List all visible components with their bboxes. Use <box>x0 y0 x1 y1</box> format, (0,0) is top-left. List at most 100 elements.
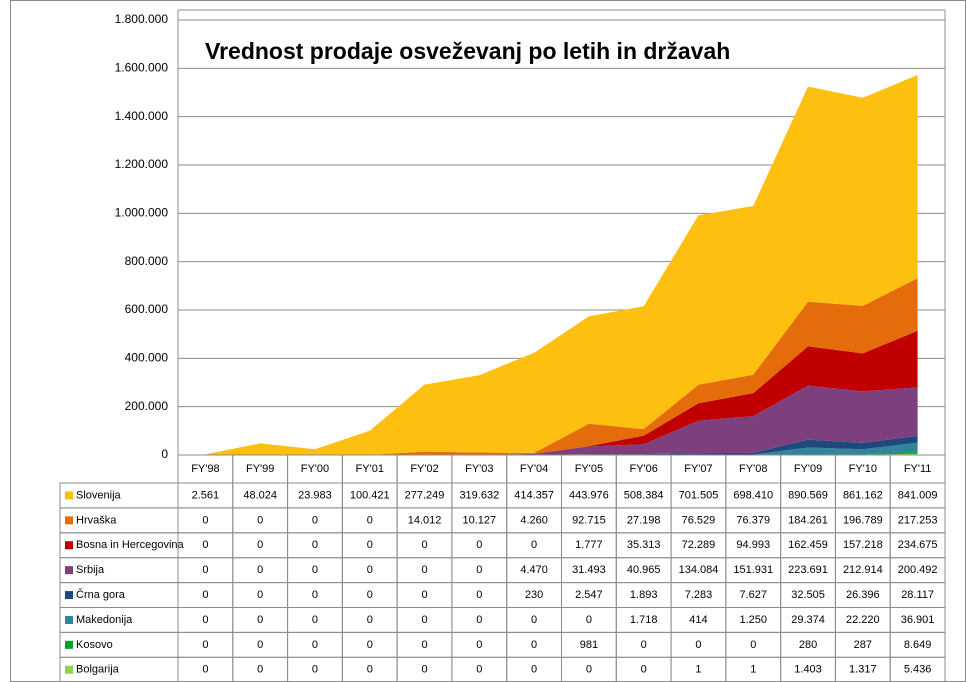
table-value: 0 <box>202 614 208 626</box>
legend-swatch <box>65 566 73 575</box>
chart-title: Vrednost prodaje osveževanj po letih in … <box>205 38 730 64</box>
table-value: 92.715 <box>572 514 606 526</box>
table-value: 0 <box>367 539 373 551</box>
table-value: 0 <box>421 664 427 676</box>
table-value: 76.379 <box>736 514 770 526</box>
table-value: 0 <box>367 614 373 626</box>
table-value: 0 <box>476 589 482 601</box>
table-value: 0 <box>476 664 482 676</box>
area <box>205 385 918 455</box>
table-value: 0 <box>476 614 482 626</box>
table-value: 0 <box>312 514 318 526</box>
table-value: 508.384 <box>624 489 664 501</box>
x-tick-label: FY'00 <box>301 463 329 475</box>
table-value: 36.901 <box>901 614 935 626</box>
table-value: 0 <box>421 639 427 651</box>
table-value: 0 <box>202 539 208 551</box>
y-tick-label: 1.000.000 <box>115 206 169 220</box>
table-value: 7.627 <box>739 589 767 601</box>
table-value: 94.993 <box>736 539 770 551</box>
table-value: 151.931 <box>733 564 773 576</box>
table-value: 1.777 <box>575 539 603 551</box>
table-value: 7.283 <box>685 589 713 601</box>
table-value: 0 <box>202 589 208 601</box>
table-value: 22.220 <box>846 614 880 626</box>
table-value: 0 <box>750 639 756 651</box>
table-value: 1 <box>750 664 756 676</box>
table-value: 0 <box>476 539 482 551</box>
x-tick-label: FY'03 <box>465 463 493 475</box>
table-value: 443.976 <box>569 489 609 501</box>
legend-swatch <box>65 491 73 500</box>
legend-swatch <box>65 591 73 600</box>
x-tick-label: FY'07 <box>684 463 712 475</box>
area <box>205 278 918 455</box>
table-value: 1.317 <box>849 664 877 676</box>
table-value: 0 <box>476 564 482 576</box>
x-tick-label: FY'11 <box>904 463 932 475</box>
legend-label: Bolgarija <box>76 664 120 676</box>
table-value: 40.965 <box>627 564 661 576</box>
table-value: 0 <box>367 589 373 601</box>
table-value: 0 <box>421 589 427 601</box>
table-value: 200.492 <box>898 564 938 576</box>
x-tick-label: FY'10 <box>849 463 877 475</box>
table-value: 230 <box>525 589 543 601</box>
x-tick-label: FY'08 <box>739 463 767 475</box>
table-value: 0 <box>257 639 263 651</box>
table-value: 1.893 <box>630 589 658 601</box>
legend-swatch <box>65 615 73 624</box>
table-value: 981 <box>580 639 598 651</box>
table-value: 698.410 <box>733 489 773 501</box>
table-value: 0 <box>641 639 647 651</box>
table-value: 10.127 <box>462 514 496 526</box>
table-value: 0 <box>257 564 263 576</box>
legend-label: Makedonija <box>76 614 133 626</box>
x-tick-label: FY'06 <box>629 463 657 475</box>
table-value: 134.084 <box>679 564 719 576</box>
y-tick-label: 1.200.000 <box>115 157 169 171</box>
table-value: 0 <box>257 514 263 526</box>
table-value: 0 <box>421 614 427 626</box>
x-tick-label: FY'01 <box>356 463 384 475</box>
x-tick-label: FY'04 <box>520 463 548 475</box>
legend-label: Kosovo <box>76 639 113 651</box>
table-value: 0 <box>531 539 537 551</box>
table-value: 319.632 <box>459 489 499 501</box>
table-value: 2.561 <box>192 489 220 501</box>
table-value: 414.357 <box>514 489 554 501</box>
legend-label: Črna gora <box>76 588 126 601</box>
table-value: 0 <box>367 564 373 576</box>
legend-swatch <box>65 541 73 550</box>
table-value: 0 <box>367 664 373 676</box>
table-value: 4.470 <box>520 564 548 576</box>
table-value: 0 <box>257 589 263 601</box>
table-value: 0 <box>367 514 373 526</box>
table-value: 0 <box>586 664 592 676</box>
table-value: 0 <box>421 539 427 551</box>
x-tick-label: FY'02 <box>410 463 438 475</box>
x-tick-label: FY'05 <box>575 463 603 475</box>
table-value: 0 <box>421 564 427 576</box>
area <box>205 330 918 455</box>
y-tick-label: 800.000 <box>125 254 169 268</box>
table-value: 14.012 <box>408 514 442 526</box>
table-value: 414 <box>689 614 707 626</box>
table-value: 0 <box>257 614 263 626</box>
table-value: 1.250 <box>739 614 767 626</box>
table-value: 48.024 <box>243 489 277 501</box>
y-tick-label: 1.800.000 <box>115 12 169 26</box>
table-value: 0 <box>312 589 318 601</box>
table-value: 31.493 <box>572 564 606 576</box>
table-value: 841.009 <box>898 489 938 501</box>
y-tick-label: 0 <box>161 447 168 461</box>
table-value: 223.691 <box>788 564 828 576</box>
table-value: 8.649 <box>904 639 932 651</box>
y-tick-label: 200.000 <box>125 399 169 413</box>
table-value: 0 <box>312 639 318 651</box>
table-value: 0 <box>312 539 318 551</box>
table-value: 0 <box>312 564 318 576</box>
table-value: 890.569 <box>788 489 828 501</box>
table-value: 35.313 <box>627 539 661 551</box>
